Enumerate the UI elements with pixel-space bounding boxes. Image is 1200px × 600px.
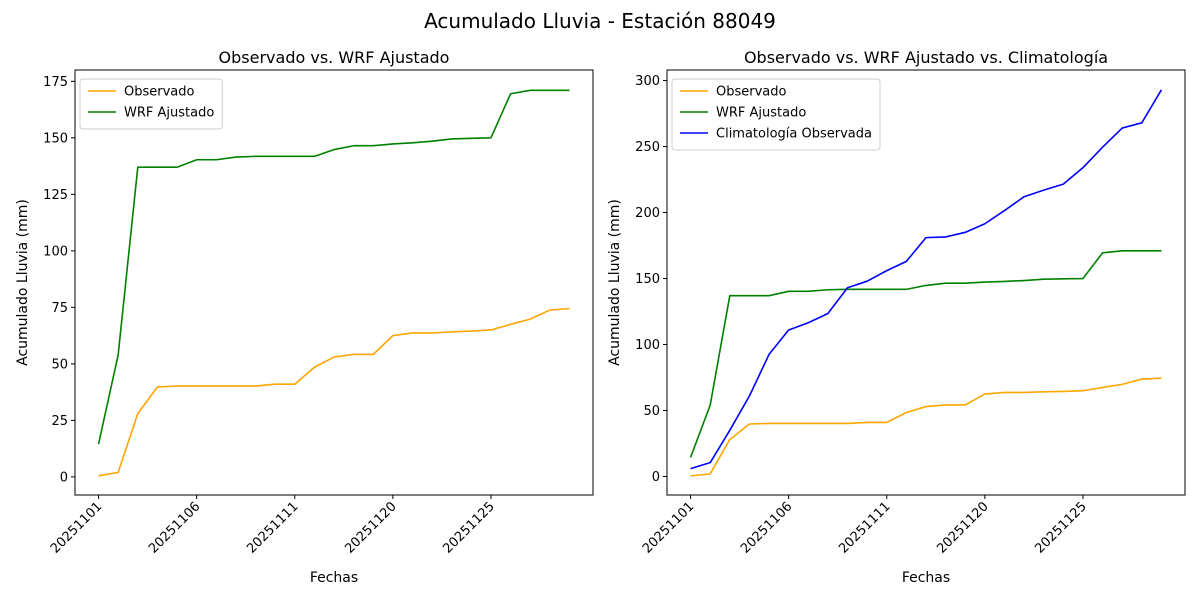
- right-series-line-observado: [690, 377, 1162, 477]
- right-ytick-label: 150: [635, 272, 660, 287]
- left-series-line-wrf-ajustado: [97, 89, 570, 445]
- right-ytick-label: 200: [635, 206, 660, 221]
- left-legend-label: Observado: [124, 85, 195, 100]
- right-x-axis-label: Fechas: [902, 570, 950, 586]
- right-legend: Observado WRF Ajustado Climatología Observ…: [671, 78, 881, 151]
- right-axes-frame: [666, 69, 1186, 496]
- left-ytick-label: 150: [43, 131, 68, 146]
- left-ytick-label: 25: [51, 414, 68, 429]
- right-ytick-label: 300: [635, 74, 660, 89]
- right-ytick-label: 100: [635, 338, 660, 353]
- left-ytick-label: 125: [43, 188, 68, 203]
- left-x-axis-label: Fechas: [310, 570, 358, 586]
- left-series-line-observado: [98, 307, 570, 477]
- right-legend-box: [671, 78, 881, 151]
- left-legend: Observado WRF Ajustado: [79, 78, 223, 130]
- left-y-axis-label: Acumulado Lluvia (mm): [15, 199, 31, 366]
- right-series-line-wrf-ajustado: [689, 250, 1162, 458]
- left-ytick-label: 75: [51, 301, 68, 316]
- left-ytick-label: 0: [60, 470, 68, 485]
- left-ytick-label: 175: [43, 75, 68, 90]
- right-ytick-label: 50: [643, 404, 660, 419]
- right-legend-label: Climatología Observada: [716, 127, 872, 142]
- left-chart-title: Observado vs. WRF Ajustado: [219, 48, 450, 67]
- left-legend-label: WRF Ajustado: [124, 106, 214, 121]
- right-chart-title: Observado vs. WRF Ajustado vs. Climatolo…: [744, 48, 1108, 67]
- left-axes-frame: [74, 69, 594, 496]
- figure-suptitle: Acumulado Lluvia - Estación 88049: [424, 9, 776, 33]
- right-series-line-climatología-observada: [690, 89, 1163, 470]
- left-ytick-label: 100: [43, 244, 68, 259]
- right-ytick-label: 250: [635, 140, 660, 155]
- right-y-axis-label: Acumulado Lluvia (mm): [607, 199, 623, 366]
- right-legend-label: Observado: [716, 85, 787, 100]
- left-ytick-label: 50: [51, 357, 68, 372]
- right-legend-label: WRF Ajustado: [716, 106, 806, 121]
- right-ytick-label: 0: [652, 470, 660, 485]
